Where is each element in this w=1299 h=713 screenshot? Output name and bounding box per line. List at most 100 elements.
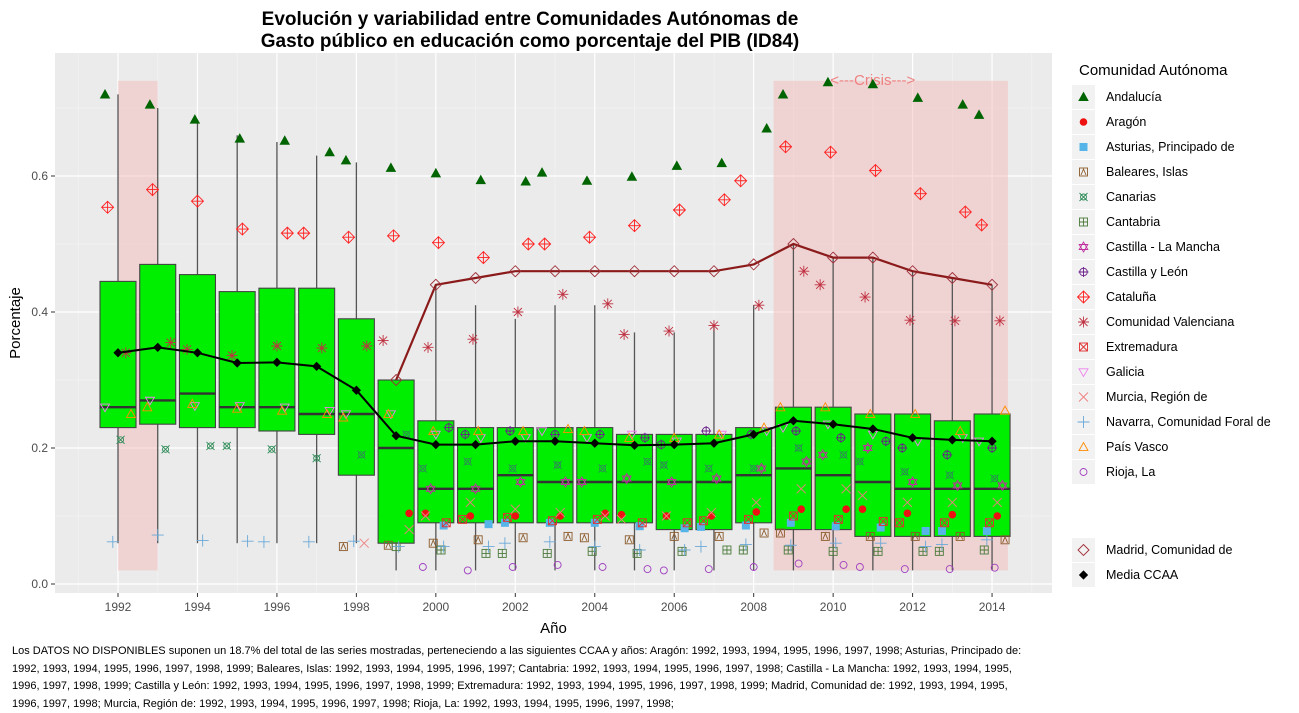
marker-shape [708, 512, 716, 520]
legend-symbol-icon [1072, 310, 1095, 334]
data-point-canarias [223, 442, 231, 450]
data-point-comunidad-valenciana [798, 266, 809, 277]
data-point-canarias [599, 464, 607, 472]
footnote: Los DATOS NO DISPONIBLES suponen un 18.7… [12, 643, 1299, 713]
legend-marker [1078, 317, 1089, 328]
data-point-arag-n [708, 512, 716, 520]
data-point-comunidad-valenciana [378, 335, 389, 346]
box [299, 288, 335, 434]
data-point-comunidad-valenciana [860, 292, 871, 303]
marker-shape [378, 335, 389, 346]
legend-marker [1079, 443, 1088, 451]
legend-label: Andalucía [1106, 90, 1162, 104]
marker-shape [815, 279, 826, 290]
marker-shape [165, 337, 176, 348]
data-point-canarias [162, 445, 170, 453]
data-point-canarias [705, 464, 713, 472]
legend-label: Aragón [1106, 115, 1146, 129]
data-point-arag-n [512, 512, 520, 520]
marker-shape [1078, 317, 1089, 328]
legend-item: Cataluña [1070, 285, 1290, 309]
marker-shape [1079, 93, 1088, 101]
x-tick-label: 2014 [979, 600, 1006, 614]
legend-key [1072, 210, 1095, 234]
data-point-comunidad-valenciana [619, 329, 630, 340]
x-tick-label: 2012 [899, 600, 926, 614]
legend-key [1072, 110, 1095, 134]
legend-label: Cantabria [1106, 215, 1160, 229]
marker-shape [752, 508, 760, 516]
data-point-arag-n [797, 505, 805, 513]
marker-shape [697, 523, 705, 531]
marker-shape [467, 334, 478, 345]
legend-item: Navarra, Comunidad Foral de [1070, 410, 1290, 434]
data-point-comunidad-valenciana [226, 350, 237, 361]
legend-marker [1080, 118, 1088, 126]
data-point-comunidad-valenciana [708, 320, 719, 331]
legend-label: Castilla - La Mancha [1106, 240, 1220, 254]
marker-shape [1080, 469, 1087, 476]
x-tick-label: 2008 [740, 600, 767, 614]
data-point-canarias [840, 451, 848, 459]
legend-symbol-icon [1072, 435, 1095, 459]
legend-item: Extremadura [1070, 335, 1290, 359]
data-point-canarias [946, 471, 954, 479]
box [974, 414, 1010, 536]
x-tick-label: 1994 [184, 600, 211, 614]
legend-item: Andalucía [1070, 85, 1290, 109]
legend-item: Aragón [1070, 110, 1290, 134]
data-point-canarias [206, 442, 214, 450]
legend-key [1072, 360, 1095, 384]
data-point-arag-n [842, 505, 850, 513]
marker-shape [859, 505, 867, 513]
marker-shape [753, 300, 764, 311]
marker-shape [904, 509, 912, 517]
data-point-comunidad-valenciana [467, 334, 478, 345]
x-tick-label: 2004 [581, 600, 608, 614]
data-point-asturias-principado-de [485, 520, 493, 528]
legend-label: Comunidad Valenciana [1106, 315, 1234, 329]
legend-item: Asturias, Principado de [1070, 135, 1290, 159]
data-point-comunidad-valenciana [949, 315, 960, 326]
legend-symbol-icon [1072, 285, 1095, 309]
legend-label: Media CCAA [1106, 568, 1178, 582]
data-point-canarias [554, 461, 562, 469]
box [338, 319, 374, 475]
data-point-canarias [509, 464, 517, 472]
marker-shape [1078, 291, 1090, 303]
data-point-asturias-principado-de [697, 523, 705, 531]
marker-shape [485, 520, 493, 528]
footnote-line: 1996, 1997, 1998, 1999; Castilla y León:… [12, 678, 1299, 696]
legend-item: Galicia [1070, 360, 1290, 384]
legend-marker [1080, 218, 1088, 226]
marker-shape [842, 505, 850, 513]
data-point-arag-n [904, 509, 912, 517]
legend-key [1072, 135, 1095, 159]
marker-shape [949, 315, 960, 326]
legend-symbol-icon [1072, 360, 1095, 384]
legend-label: Extremadura [1106, 340, 1178, 354]
data-point-arag-n [859, 505, 867, 513]
legend-key [1072, 85, 1095, 109]
legend-symbol-icon [1072, 385, 1095, 409]
legend-marker [1079, 369, 1088, 377]
legend-item: Rioja, La [1070, 460, 1290, 484]
legend-label: Rioja, La [1106, 465, 1155, 479]
x-tick-label: 1992 [105, 600, 132, 614]
data-point-canarias [268, 445, 276, 453]
legend-symbol-icon [1072, 563, 1095, 587]
marker-shape [1078, 545, 1089, 556]
x-tick-label: 1998 [343, 600, 370, 614]
legend-item: Baleares, Islas [1070, 160, 1290, 184]
y-tick-label: 0.6 [31, 169, 48, 183]
y-axis-label: Porcentaje [7, 287, 24, 359]
legend-marker [1080, 168, 1088, 176]
marker-shape [877, 524, 885, 532]
data-point-canarias [660, 461, 668, 469]
legend-key [1072, 310, 1095, 334]
y-tick-label: 0.2 [31, 441, 48, 455]
data-point-arag-n [405, 509, 413, 517]
marker-shape [405, 509, 413, 517]
data-point-comunidad-valenciana [271, 341, 282, 352]
data-point-asturias-principado-de [922, 527, 930, 535]
